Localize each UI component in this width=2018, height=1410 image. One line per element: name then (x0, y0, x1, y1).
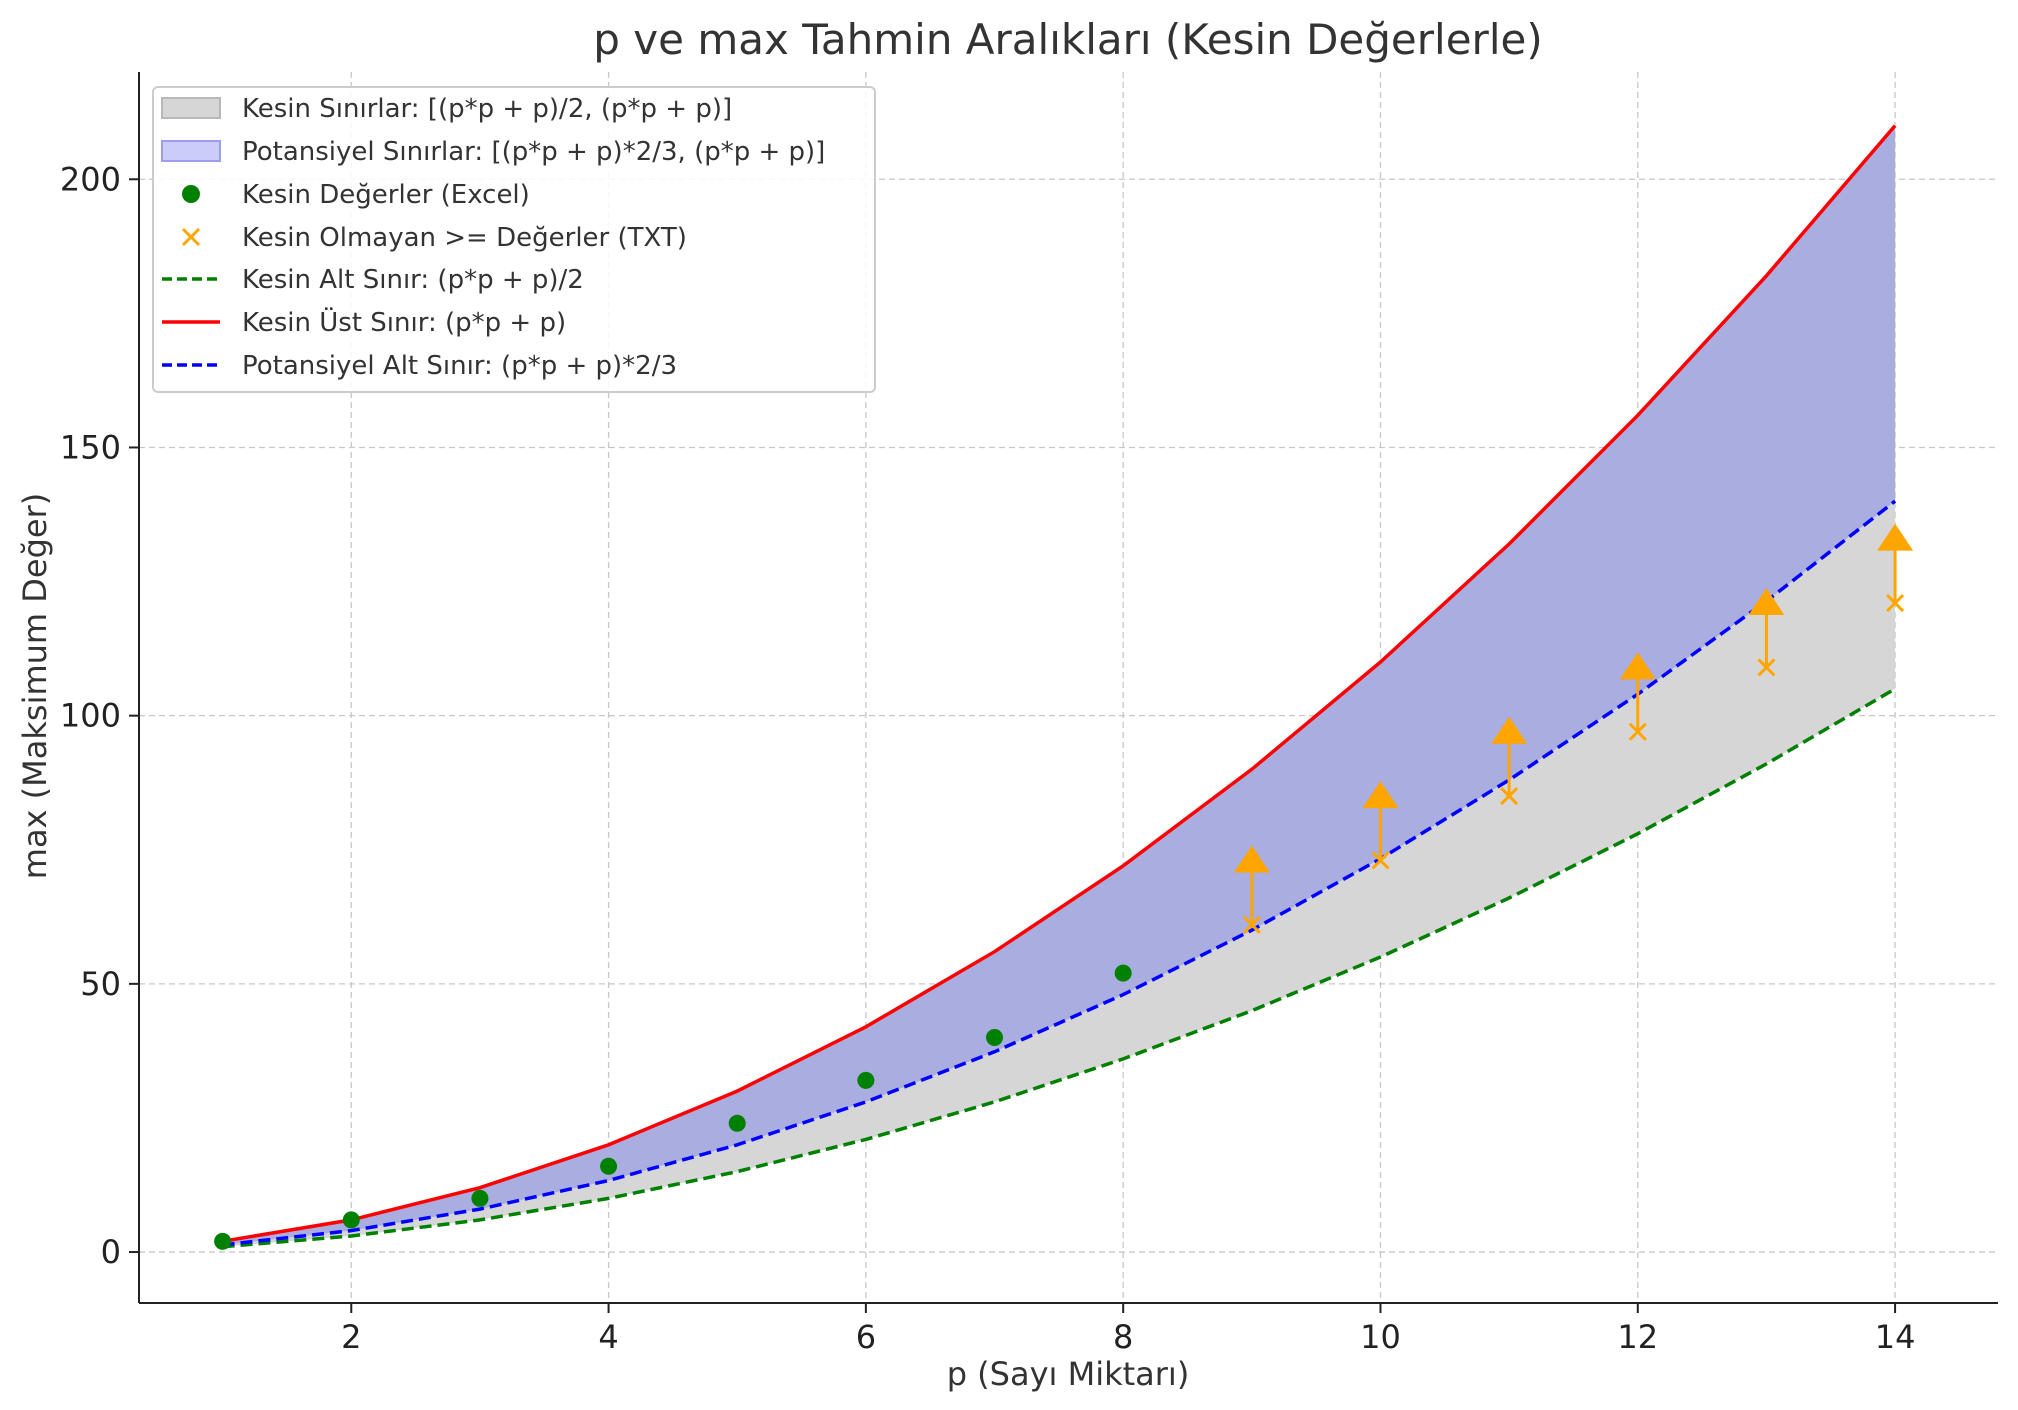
line-kesin-ust (222, 124, 1897, 1244)
legend-label: Potansiyel Sınırlar: [(p*p + p)*2/3, (p*… (242, 137, 825, 167)
y-tick-label: 0 (101, 1233, 121, 1271)
series-lines (222, 124, 1897, 1249)
legend-label: Kesin Sınırlar: [(p*p + p)/2, (p*p + p)] (242, 94, 732, 124)
x-tick-label: 8 (1113, 1318, 1133, 1356)
x-tick-label: 12 (1617, 1318, 1658, 1356)
ticks: 2 4 6 8 10 12 14 0 50 100 150 200 (60, 160, 1916, 1356)
txt-arrow-head (1233, 845, 1270, 873)
txt-arrow-head (1619, 652, 1656, 680)
txt-point (1371, 851, 1390, 870)
txt-arrow-head (1877, 523, 1914, 551)
y-axis-title: max (Maksimum Değer) (16, 493, 54, 879)
excel-point (1114, 964, 1132, 982)
legend-key-x (181, 227, 201, 247)
x-tick-label: 14 (1875, 1318, 1916, 1356)
axes (138, 72, 1998, 1304)
legend-label: Kesin Değerler (Excel) (242, 180, 530, 210)
y-tick-label: 150 (60, 428, 121, 466)
x-tick-label: 6 (856, 1318, 876, 1356)
legend-label: Kesin Üst Sınır: (p*p + p) (242, 306, 566, 338)
legend-frame (152, 86, 876, 393)
txt-point (1242, 915, 1261, 934)
line-kesin-alt (222, 687, 1896, 1249)
txt-point (1757, 658, 1776, 677)
excel-point (857, 1071, 875, 1089)
y-tick-label: 50 (80, 965, 121, 1003)
x-tick-label: 4 (598, 1318, 618, 1356)
y-tick-label: 100 (60, 697, 121, 735)
x-axis-title: p (Sayı Miktarı) (947, 1355, 1190, 1393)
excel-point (342, 1211, 360, 1229)
excel-point (214, 1232, 232, 1250)
series-markers (214, 523, 1914, 1250)
legend-key-patch (161, 97, 221, 119)
legend-label: Kesin Olmayan >= Değerler (TXT) (242, 223, 687, 253)
excel-point (986, 1028, 1004, 1046)
txt-point (1500, 787, 1519, 806)
txt-arrow-head (1748, 588, 1785, 616)
x-tick-label: 2 (341, 1318, 361, 1356)
legend-key-patch (161, 140, 221, 162)
legend-label: Potansiyel Alt Sınır: (p*p + p)*2/3 (242, 351, 677, 381)
line-potansiyel-alt (222, 499, 1897, 1247)
excel-point (600, 1157, 618, 1175)
txt-arrow-head (1491, 716, 1528, 744)
excel-point (471, 1189, 489, 1207)
legend-label: Kesin Alt Sınır: (p*p + p)/2 (242, 265, 584, 295)
legend: Kesin Sınırlar: [(p*p + p)/2, (p*p + p)]… (152, 86, 876, 393)
chart-title: p ve max Tahmin Aralıkları (Kesin Değerl… (593, 15, 1542, 64)
txt-point (1886, 593, 1905, 613)
y-tick-label: 200 (60, 160, 121, 198)
txt-point (1628, 722, 1647, 741)
x-tick-label: 10 (1360, 1318, 1401, 1356)
excel-point (728, 1114, 746, 1132)
band-potansiyel (222, 125, 1896, 1245)
legend-key-circle (182, 185, 200, 203)
txt-arrow-head (1362, 781, 1399, 809)
